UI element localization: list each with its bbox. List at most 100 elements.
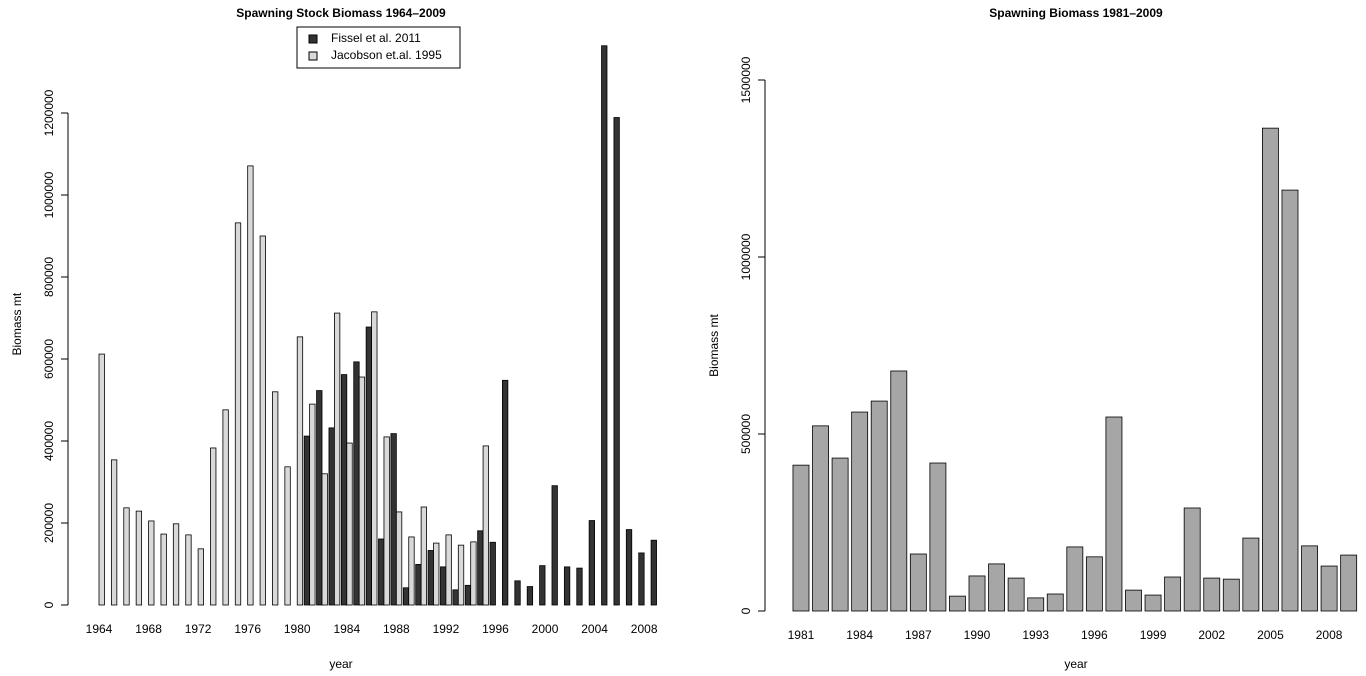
bar	[210, 447, 217, 606]
bar	[309, 403, 316, 606]
bar	[1262, 127, 1279, 612]
bar	[831, 457, 849, 612]
bar	[792, 464, 810, 612]
y-tick-label: 0	[739, 607, 753, 614]
x-tick-label: 1984	[846, 628, 873, 642]
bar	[197, 548, 204, 606]
bar	[625, 529, 633, 606]
bar	[576, 567, 583, 606]
bar	[470, 541, 477, 606]
legend-swatch	[308, 51, 318, 61]
x-tick-label: 1996	[1081, 628, 1108, 642]
bar	[638, 552, 645, 606]
bar	[135, 510, 143, 606]
bar	[988, 563, 1005, 612]
y-tick-label: 1000000	[739, 233, 753, 280]
bar	[284, 466, 291, 606]
bar	[1125, 589, 1142, 612]
bar	[316, 390, 323, 606]
x-tick-label: 1981	[788, 628, 815, 642]
bar	[1222, 578, 1240, 612]
bar	[272, 391, 279, 606]
bar	[1340, 554, 1358, 612]
x-tick-label: 1984	[333, 622, 360, 636]
bar	[402, 587, 410, 606]
y-tick-label: 0	[42, 601, 56, 608]
y-tick-label: 400000	[42, 421, 56, 461]
bar	[328, 427, 335, 606]
y-tick-label: 800000	[42, 257, 56, 297]
bar	[1007, 577, 1025, 612]
bar	[563, 566, 571, 606]
bar	[482, 445, 489, 606]
x-tick-label: 1980	[284, 622, 311, 636]
bar	[1105, 416, 1123, 612]
bar	[489, 541, 496, 606]
bar	[303, 435, 311, 606]
bar	[812, 425, 829, 612]
x-tick-label: 1987	[905, 628, 932, 642]
bar	[440, 566, 447, 606]
bar	[353, 361, 360, 606]
bar	[464, 584, 472, 606]
bar	[968, 575, 986, 612]
bar	[247, 165, 254, 606]
x-axis-label: year	[329, 657, 352, 671]
x-axis-label: year	[1064, 657, 1087, 671]
x-tick-label: 1993	[1022, 628, 1049, 642]
bar	[445, 534, 452, 606]
bar	[1046, 593, 1064, 612]
chart-title: Spawning Stock Biomass 1964–2009	[236, 6, 446, 20]
x-tick-label: 1990	[964, 628, 991, 642]
x-tick-label: 1972	[185, 622, 212, 636]
bar	[613, 117, 620, 606]
bar	[601, 45, 608, 606]
bar	[383, 436, 390, 606]
bar	[148, 520, 155, 606]
x-tick-label: 2008	[1316, 628, 1343, 642]
bar	[234, 222, 242, 606]
bar	[365, 326, 372, 606]
x-tick-label: 1999	[1140, 628, 1167, 642]
bar	[1027, 597, 1045, 612]
bar	[588, 520, 595, 606]
bar	[929, 462, 947, 612]
legend-label: Fissel et al. 2011	[331, 31, 421, 45]
y-axis-label: Biomass mt	[707, 314, 721, 377]
bar	[296, 336, 304, 606]
bar	[395, 511, 403, 606]
bar	[1183, 507, 1201, 612]
bar	[890, 370, 908, 612]
bar	[358, 376, 366, 606]
bar	[1203, 577, 1221, 612]
bar	[1164, 576, 1182, 612]
x-tick-label: 1988	[383, 622, 410, 636]
bar	[1066, 546, 1084, 612]
bar	[427, 550, 434, 606]
bar	[949, 595, 966, 612]
bar	[222, 409, 229, 606]
bar	[408, 536, 415, 606]
x-tick-label: 1964	[86, 622, 113, 636]
bar	[477, 530, 484, 606]
y-axis-label: Biomass mt	[10, 292, 24, 355]
y-tick-label: 1500000	[739, 56, 753, 103]
bar	[185, 534, 192, 606]
legend-swatch	[308, 34, 318, 44]
bar	[457, 544, 465, 606]
bar	[526, 586, 534, 606]
bar	[1320, 565, 1338, 612]
y-tick-label: 600000	[42, 339, 56, 379]
bar	[110, 459, 118, 606]
bar	[371, 311, 378, 606]
y-tick-label: 1200000	[42, 89, 56, 136]
bar	[123, 507, 130, 606]
bar	[433, 542, 440, 606]
bar	[909, 553, 927, 612]
bar	[539, 565, 546, 606]
bar	[340, 374, 348, 606]
x-tick-label: 2008	[631, 622, 658, 636]
bar	[259, 235, 266, 606]
